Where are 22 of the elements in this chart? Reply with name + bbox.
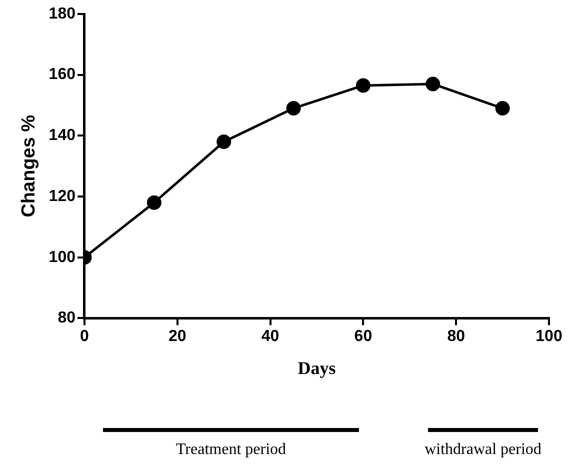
x-axis-title: Days <box>298 358 336 378</box>
x-tick-label: 20 <box>168 328 186 346</box>
point <box>426 76 440 92</box>
text: Treatment period <box>174 441 288 459</box>
y-tick-label: 120 <box>48 188 76 205</box>
y-axis-title: Changes % <box>18 114 40 218</box>
text: withdrawal period <box>424 441 542 459</box>
x-tick-label: 0 <box>80 328 90 346</box>
y-tick-label: 160 <box>48 66 76 84</box>
point <box>216 134 232 150</box>
point <box>356 78 370 93</box>
point <box>286 101 301 116</box>
x-tick-label: 100 <box>536 328 562 346</box>
point <box>146 195 162 210</box>
point <box>495 101 510 116</box>
y-tick-label: 100 <box>48 248 76 266</box>
x-tick-label: 80 <box>447 328 466 346</box>
y-tick-label: 140 <box>48 127 76 144</box>
x-tick-label: 40 <box>261 328 280 346</box>
x-tick-label: 60 <box>354 328 372 346</box>
y-tick-label: 80 <box>58 310 76 327</box>
y-tick-label: 180 <box>48 5 76 22</box>
